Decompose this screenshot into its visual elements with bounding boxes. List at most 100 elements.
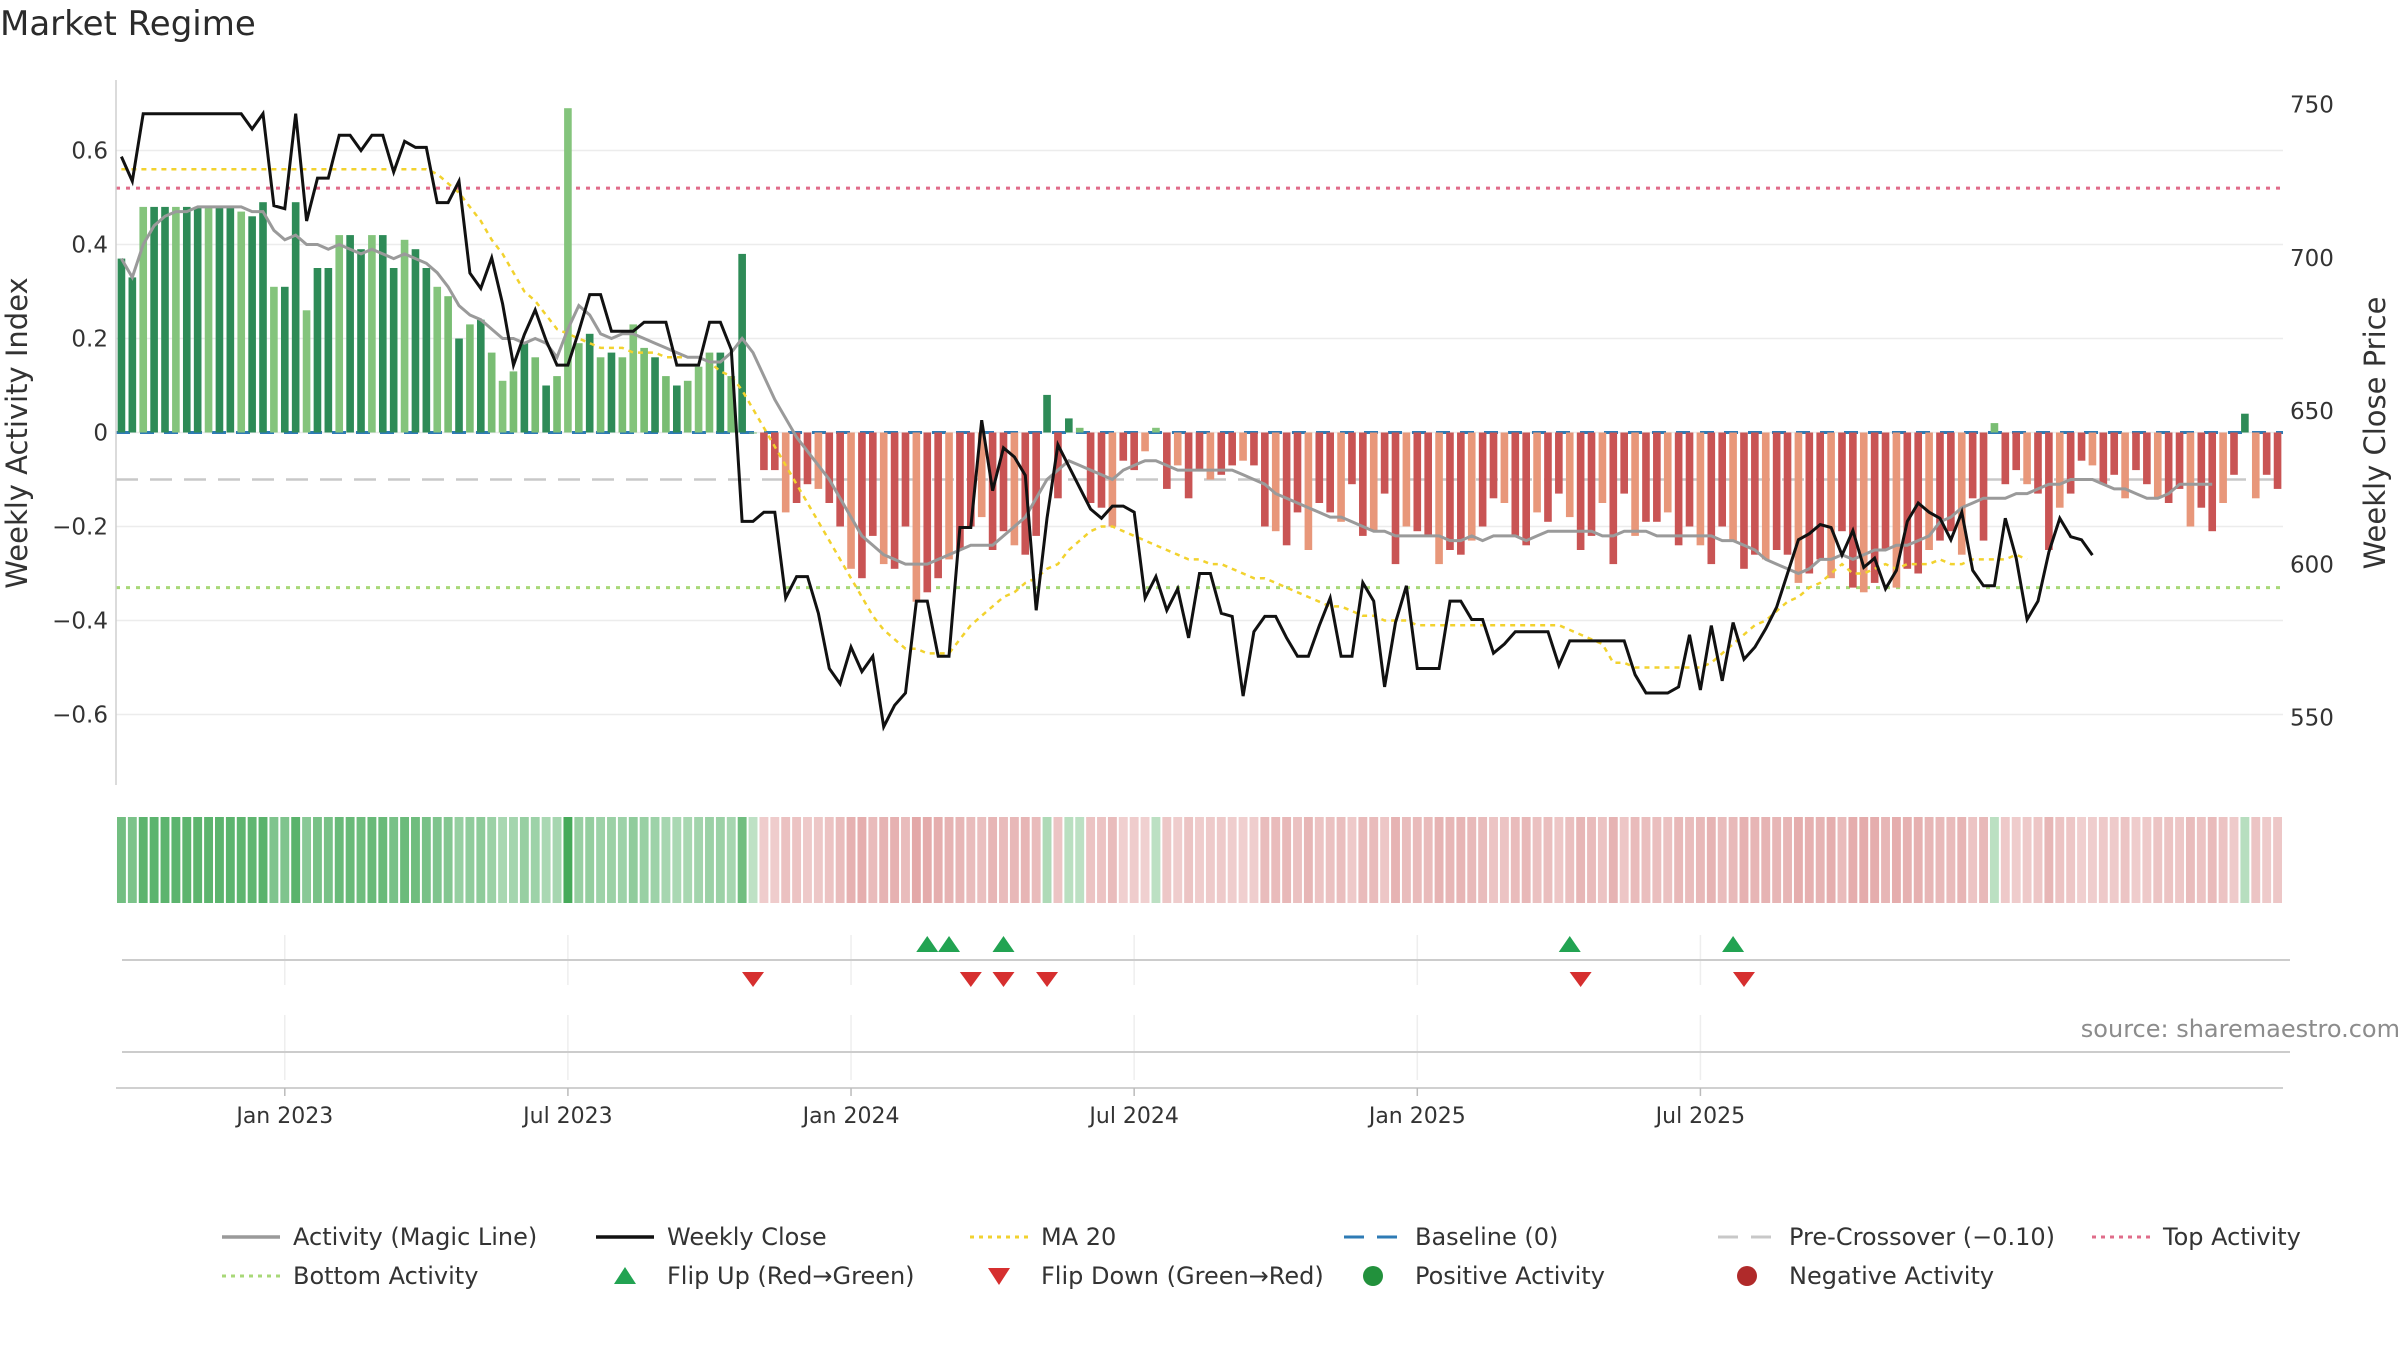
y-tick-label: 0.2	[71, 327, 108, 353]
regime-cell	[258, 817, 268, 903]
activity-bar	[1968, 432, 1977, 499]
activity-bar	[2099, 432, 2108, 485]
regime-cell	[672, 817, 682, 903]
x-tick-label: Jul 2023	[521, 1104, 613, 1129]
activity-bar	[2230, 432, 2238, 475]
activity-bar	[1718, 432, 1727, 527]
regime-cell	[334, 817, 344, 903]
regime-cell	[781, 817, 791, 903]
regime-cell	[1663, 817, 1673, 903]
legend: Activity (Magic Line) Weekly Close MA 20 Ba…	[222, 1223, 2301, 1290]
legend-label: Weekly Close	[667, 1223, 827, 1251]
regime-cell	[628, 817, 638, 903]
y2-tick-label: 650	[2290, 399, 2334, 425]
activity-bar	[498, 380, 507, 433]
activity-bar	[1141, 432, 1149, 452]
legend-item: Top Activity	[2092, 1223, 2301, 1251]
activity-bar	[803, 432, 812, 485]
activity-bar	[1065, 418, 1073, 433]
activity-bar	[869, 432, 877, 536]
activity-bar	[1348, 432, 1356, 485]
regime-cell	[2022, 817, 2032, 903]
activity-bar	[607, 352, 616, 433]
activity-bar	[1184, 432, 1193, 499]
activity-bar	[270, 286, 278, 433]
regime-cell	[2164, 817, 2174, 903]
legend-item: Bottom Activity	[222, 1262, 478, 1290]
activity-bar	[1849, 432, 1857, 588]
activity-bar	[760, 432, 768, 471]
activity-bar	[172, 206, 180, 433]
activity-bar	[1337, 432, 1345, 522]
regime-cell	[1989, 817, 1999, 903]
activity-bar	[771, 432, 779, 471]
legend-item: Flip Down (Green→Red)	[988, 1262, 1324, 1290]
activity-bar	[335, 235, 344, 433]
regime-cell	[1881, 817, 1890, 903]
flip-up-marker	[992, 936, 1015, 952]
regime-cell	[1913, 817, 1923, 903]
regime-cell	[1728, 817, 1738, 903]
activity-bar	[313, 268, 322, 433]
x-tick-label: Jan 2024	[801, 1104, 900, 1129]
activity-bar	[1925, 432, 1933, 550]
regime-cell	[1271, 817, 1281, 903]
activity-bar	[1947, 432, 1955, 532]
activity-bar	[2175, 432, 2184, 489]
regime-cell	[1325, 817, 1335, 903]
regime-cell	[269, 817, 279, 903]
regime-cell	[2098, 817, 2108, 903]
legend-label: Activity (Magic Line)	[293, 1223, 537, 1251]
activity-bar	[1936, 432, 1944, 541]
regime-cell	[454, 817, 464, 903]
regime-cell	[1282, 817, 1292, 903]
activity-bar	[237, 211, 246, 433]
activity-bar	[988, 432, 997, 550]
activity-bar	[1326, 432, 1334, 513]
regime-cell	[1891, 817, 1901, 903]
legend-label: Bottom Activity	[293, 1262, 478, 1290]
regime-cell	[1532, 817, 1542, 903]
activity-bar	[890, 432, 899, 569]
regime-cell	[846, 817, 856, 903]
activity-bar	[422, 268, 431, 433]
activity-bar	[291, 202, 300, 433]
legend-item: Pre-Crossover (−0.10)	[1718, 1223, 2055, 1251]
regime-cell	[857, 817, 867, 903]
activity-bar	[509, 371, 518, 433]
regime-cell	[2066, 817, 2076, 903]
activity-bar	[226, 206, 235, 433]
regime-cell	[1761, 817, 1771, 903]
x-tick-label: Jul 2025	[1654, 1104, 1746, 1129]
regime-cell	[204, 817, 214, 903]
regime-cell	[2087, 817, 2097, 903]
activity-bar	[1152, 427, 1160, 433]
regime-cell	[1902, 817, 1912, 903]
y2-tick-label: 550	[2290, 706, 2334, 732]
legend-item: Positive Activity	[1363, 1262, 1605, 1290]
regime-cell	[225, 817, 235, 903]
regime-cell	[411, 817, 420, 903]
regime-cell	[1303, 817, 1313, 903]
activity-bar	[161, 206, 169, 433]
regime-cell	[1216, 817, 1226, 903]
chart-title: Market Regime	[0, 4, 256, 44]
regime-cell	[955, 817, 965, 903]
regime-cell	[2011, 817, 2021, 903]
activity-bar	[651, 357, 659, 433]
activity-bar	[662, 376, 670, 433]
legend-label: Negative Activity	[1789, 1262, 1994, 1290]
regime-cell	[1423, 817, 1433, 903]
flip-up-marker	[916, 936, 939, 952]
regime-cell	[1467, 817, 1477, 903]
activity-bar	[117, 258, 126, 433]
activity-bar	[2055, 432, 2064, 508]
regime-cell	[2185, 817, 2195, 903]
activity-bar	[629, 324, 638, 433]
regime-cell	[922, 817, 932, 903]
regime-cell	[1434, 817, 1444, 903]
regime-cell	[509, 817, 518, 903]
activity-bar	[574, 343, 583, 433]
regime-cell	[1009, 817, 1019, 903]
x-axis: Jan 2023 Jul 2023 Jan 2024 Jul 2024 Jan 2025…	[116, 1087, 2283, 1129]
